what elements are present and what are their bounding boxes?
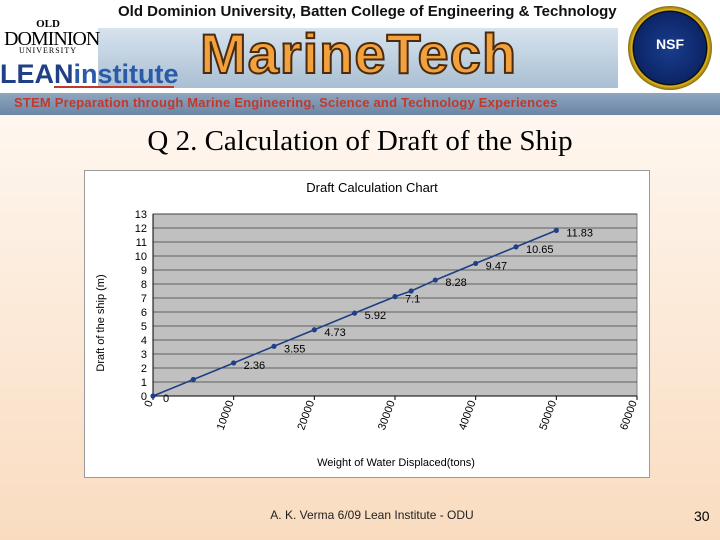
odu-logo-middle: DOMINION	[4, 28, 100, 50]
x-tick-label: 40000	[457, 399, 479, 432]
data-point	[553, 227, 559, 233]
odu-logo-bottom: UNIVERSITY	[19, 46, 77, 55]
draft-chart: Draft Calculation Chart Draft of the shi…	[95, 180, 640, 469]
series-line	[152, 229, 557, 397]
y-tick-label: 6	[141, 307, 147, 319]
data-label: 10.65	[526, 244, 554, 256]
data-label: 4.73	[324, 327, 345, 339]
data-label: 5.92	[365, 310, 386, 322]
lean-logo-lean: LEAN	[0, 59, 74, 89]
banner-title: Old Dominion University, Batten College …	[118, 3, 617, 20]
data-point	[352, 310, 358, 316]
data-point	[432, 277, 438, 283]
chart-title: Draft Calculation Chart	[306, 180, 438, 195]
y-tick-label: 11	[136, 237, 147, 249]
y-tick-label: 12	[135, 223, 147, 235]
x-tick-label: 30000	[376, 399, 398, 432]
data-point	[150, 393, 156, 399]
odu-logo: OLD DOMINION UNIVERSITY	[2, 4, 100, 55]
data-point	[473, 260, 479, 267]
data-point	[311, 327, 317, 333]
lean-logo-underline	[54, 86, 174, 88]
data-label: 11.83	[566, 227, 593, 239]
data-label: 0	[163, 393, 169, 405]
data-label: 3.55	[284, 343, 305, 355]
x-tick-label: 60000	[618, 399, 640, 432]
data-point	[392, 294, 398, 300]
footer-credit: A. K. Verma 6/09 Lean Institute - ODU	[270, 508, 474, 522]
y-axis-label: Draft of the ship (m)	[95, 274, 107, 371]
tagline-bar	[0, 93, 720, 115]
data-point	[408, 288, 414, 294]
data-point	[271, 343, 277, 349]
marinetech-logo: MarineTech	[199, 21, 518, 86]
banner-strip	[98, 28, 618, 88]
y-tick-label: 3	[141, 349, 147, 361]
y-tick-label: 13	[135, 209, 147, 221]
slide-title: Q 2. Calculation of Draft of the Ship	[147, 125, 573, 157]
lean-logo-institute: institute	[73, 59, 179, 89]
y-tick-label: 0	[141, 391, 147, 403]
x-tick-label: 20000	[295, 399, 317, 432]
y-tick-label: 7	[141, 293, 147, 305]
plot-background	[152, 213, 638, 397]
data-label: 8.28	[445, 277, 466, 289]
y-tick-label: 2	[141, 363, 147, 375]
odu-logo-top: OLD	[36, 18, 60, 30]
data-point	[231, 360, 237, 366]
y-tick-label: 9	[141, 265, 147, 277]
data-label: 2.36	[244, 360, 265, 372]
data-label: 9.47	[486, 260, 507, 272]
page-number: 30	[694, 508, 710, 524]
x-tick-label: 0	[142, 399, 155, 409]
x-axis-label: Weight of Water Displaced(tons)	[317, 457, 475, 469]
lean-institute-logo: LEANinstitute	[0, 58, 180, 94]
y-tick-label: 10	[135, 251, 147, 263]
y-tick-label: 8	[141, 279, 147, 291]
data-label: 7.1	[405, 294, 420, 306]
y-tick-label: 1	[141, 377, 147, 389]
nsf-logo-text: NSF	[656, 36, 684, 52]
y-tick-label: 4	[141, 335, 147, 347]
data-point	[190, 376, 196, 383]
nsf-logo	[628, 6, 712, 90]
data-point	[513, 244, 519, 250]
y-tick-label: 5	[141, 321, 147, 333]
x-tick-label: 50000	[537, 399, 559, 432]
x-tick-label: 10000	[215, 399, 237, 432]
tagline: STEM Preparation through Marine Engineer…	[14, 95, 558, 110]
